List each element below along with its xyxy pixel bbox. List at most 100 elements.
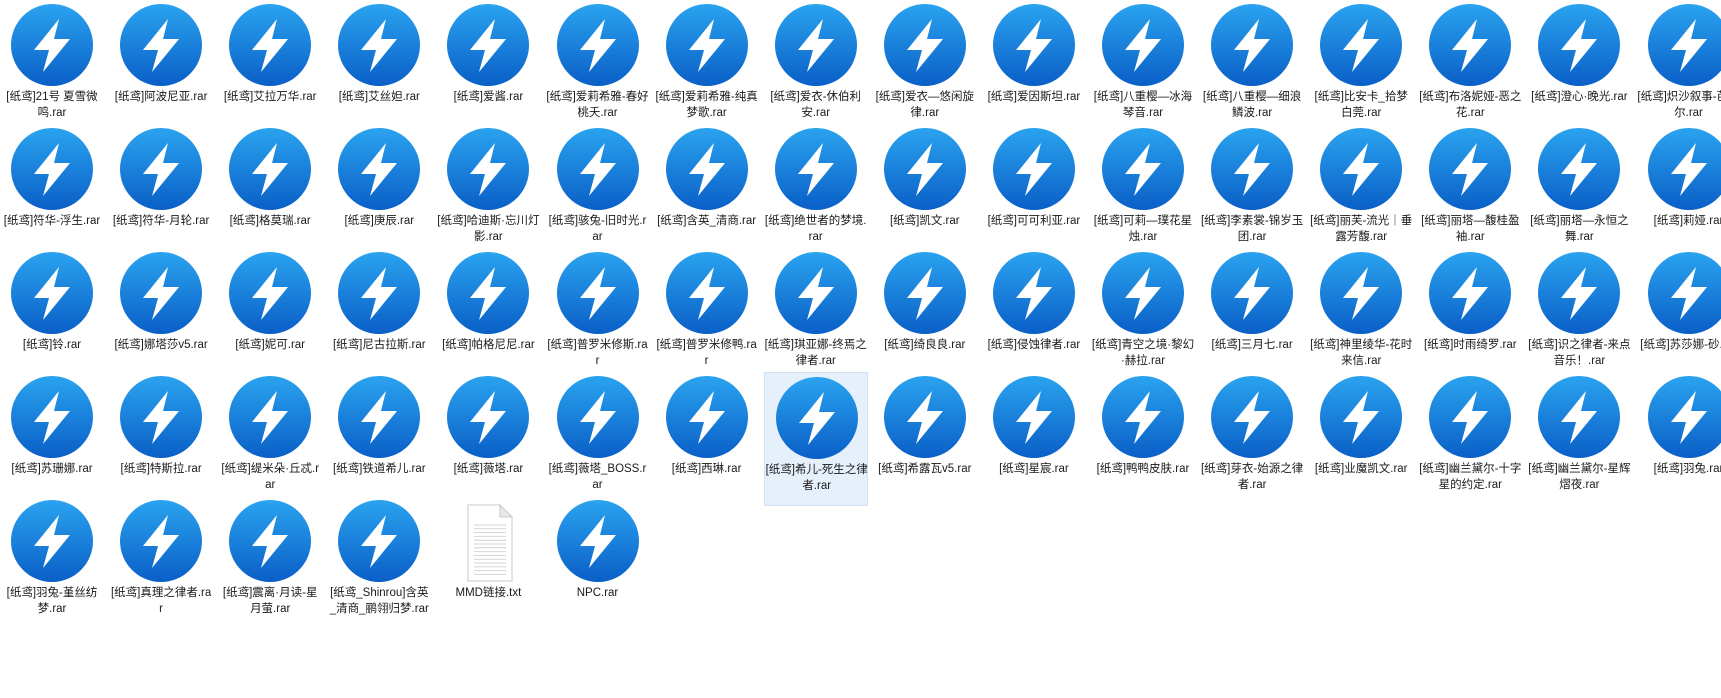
bandizip-archive-icon [1319, 3, 1403, 87]
file-name-label: [纸鸢]妮可.rar [235, 339, 305, 351]
file-name-label: [纸鸢]符华-月轮.rar [112, 215, 210, 227]
bandizip-archive-icon [119, 3, 203, 87]
file-item-rar[interactable]: [纸鸢]铃.rar [0, 248, 104, 382]
file-item-rar[interactable]: [纸鸢]侵蚀律者.rar [982, 248, 1086, 382]
file-item-rar[interactable]: [纸鸢]幽兰黛尔-十字星的约定.rar [1418, 372, 1522, 506]
file-item-rar[interactable]: [纸鸢]青空之境·黎幻·赫拉.rar [1091, 248, 1195, 382]
file-item-rar[interactable]: [纸鸢]澄心·晚光.rar [1527, 0, 1631, 134]
file-item-rar[interactable]: [纸鸢]羽兔.rar [1637, 372, 1721, 506]
bandizip-archive-icon [1537, 375, 1621, 459]
file-item-rar[interactable]: [纸鸢]绝世者的梦境.rar [764, 124, 868, 258]
file-item-rar[interactable]: [纸鸢]妮可.rar [218, 248, 322, 382]
file-item-rar[interactable]: [纸鸢]凯文.rar [873, 124, 977, 258]
file-item-rar[interactable]: [纸鸢]庚辰.rar [327, 124, 431, 258]
file-item-rar[interactable]: [纸鸢]八重樱—细浪鳞波.rar [1200, 0, 1304, 134]
file-name-label: [纸鸢]李素裳-锦岁玉团.rar [1200, 215, 1304, 243]
file-name-label: [纸鸢]侵蚀律者.rar [987, 339, 1081, 351]
file-item-rar[interactable]: [纸鸢]西琳.rar [655, 372, 759, 506]
bandizip-archive-icon [774, 251, 858, 335]
file-item-rar[interactable]: [纸鸢]艾拉万华.rar [218, 0, 322, 134]
file-item-rar[interactable]: [纸鸢]可莉—璞花星烛.rar [1091, 124, 1195, 258]
file-item-rar[interactable]: [纸鸢]爱莉希雅-春好桃夭.rar [546, 0, 650, 134]
file-item-rar[interactable]: NPC.rar [546, 496, 650, 630]
file-name-label: [纸鸢]铃.rar [22, 339, 82, 351]
file-item-rar[interactable]: [纸鸢]可可利亚.rar [982, 124, 1086, 258]
file-item-rar[interactable]: [纸鸢]骇兔-旧时光.rar [546, 124, 650, 258]
file-item-rar[interactable]: [纸鸢]业魔凯文.rar [1309, 372, 1413, 506]
file-item-rar[interactable]: [纸鸢]震离·月读-星月萤.rar [218, 496, 322, 630]
file-item-rar[interactable]: [纸鸢]羽兔-堇丝纺梦.rar [0, 496, 104, 630]
file-item-rar[interactable]: [纸鸢]21号 夏雪微鸣.rar [0, 0, 104, 134]
bandizip-archive-icon [775, 376, 859, 460]
file-item-rar[interactable]: [纸鸢]苏珊娜.rar [0, 372, 104, 506]
file-item-rar[interactable]: [纸鸢]符华-浮生.rar [0, 124, 104, 258]
file-item-rar[interactable]: [纸鸢]苏莎娜-砂.rar [1637, 248, 1721, 382]
file-name-label: [纸鸢]普罗米修鸭.rar [656, 339, 757, 367]
file-item-rar[interactable]: [纸鸢]莉娅.rar [1637, 124, 1721, 258]
file-item-rar[interactable]: [纸鸢]丽塔—馥桂盈袖.rar [1418, 124, 1522, 258]
file-item-rar[interactable]: [纸鸢]爱衣—悠闲旋律.rar [873, 0, 977, 134]
file-item-rar[interactable]: [纸鸢]时雨绮罗.rar [1418, 248, 1522, 382]
file-item-rar[interactable]: [纸鸢]薇塔.rar [436, 372, 540, 506]
file-item-rar[interactable]: [纸鸢]鸭鸭皮肤.rar [1091, 372, 1195, 506]
bandizip-archive-icon [119, 251, 203, 335]
file-item-rar[interactable]: [纸鸢]爱莉希雅-纯真梦歌.rar [655, 0, 759, 134]
bandizip-archive-icon [992, 3, 1076, 87]
file-item-rar[interactable]: [纸鸢]炽沙叙事-芭别尔.rar [1637, 0, 1721, 134]
file-name-label: [纸鸢]爱莉希雅-春好桃夭.rar [546, 91, 649, 119]
bandizip-archive-icon [10, 251, 94, 335]
file-item-rar[interactable]: [纸鸢]希露瓦v5.rar [873, 372, 977, 506]
file-item-rar[interactable]: [纸鸢]帕格尼尼.rar [436, 248, 540, 382]
file-item-rar[interactable]: [纸鸢]普罗米修斯.rar [546, 248, 650, 382]
file-item-rar[interactable]: [纸鸢]星宸.rar [982, 372, 1086, 506]
file-item-rar[interactable]: [纸鸢]丽塔—永恒之舞.rar [1527, 124, 1631, 258]
file-name-label: [纸鸢]布洛妮娅-恶之花.rar [1419, 91, 1522, 119]
file-name-label: [纸鸢]铁道希儿.rar [332, 463, 426, 475]
file-item-rar[interactable]: [纸鸢]琪亚娜-终焉之律者.rar [764, 248, 868, 382]
file-item-rar[interactable]: [纸鸢]真理之律者.rar [109, 496, 213, 630]
file-item-rar[interactable]: [纸鸢]普罗米修鸭.rar [655, 248, 759, 382]
file-item-txt[interactable]: MMD链接.txt [436, 496, 540, 630]
bandizip-archive-icon [446, 127, 530, 211]
file-item-rar[interactable]: [纸鸢]希儿-死生之律者.rar [763, 372, 868, 506]
bandizip-archive-icon [556, 375, 640, 459]
file-item-rar[interactable]: [纸鸢]格莫瑞.rar [218, 124, 322, 258]
file-item-rar[interactable]: [纸鸢]爱酱.rar [436, 0, 540, 134]
file-item-rar[interactable]: [纸鸢]符华-月轮.rar [109, 124, 213, 258]
file-item-rar[interactable]: [纸鸢]娜塔莎v5.rar [109, 248, 213, 382]
file-item-rar[interactable]: [纸鸢]爱因斯坦.rar [982, 0, 1086, 134]
file-item-rar[interactable]: [纸鸢]神里绫华-花时来信.rar [1309, 248, 1413, 382]
file-item-rar[interactable]: [纸鸢]爱衣-休伯利安.rar [764, 0, 868, 134]
file-item-rar[interactable]: [纸鸢]芽衣-始源之律者.rar [1200, 372, 1304, 506]
bandizip-archive-icon [337, 251, 421, 335]
file-item-rar[interactable]: [纸鸢]哈迪斯·忘川灯影.rar [436, 124, 540, 258]
file-item-rar[interactable]: [纸鸢]幽兰黛尔-星辉熠夜.rar [1527, 372, 1631, 506]
file-item-rar[interactable]: [纸鸢]艾丝妲.rar [327, 0, 431, 134]
file-item-rar[interactable]: [纸鸢]含英_清商.rar [655, 124, 759, 258]
bandizip-archive-icon [1210, 251, 1294, 335]
bandizip-archive-icon [883, 375, 967, 459]
file-name-label: [纸鸢_Shinrou]含英_清商_鹂翎归梦.rar [329, 587, 429, 615]
file-item-rar[interactable]: [纸鸢]布洛妮娅-恶之花.rar [1418, 0, 1522, 134]
file-item-rar[interactable]: [纸鸢]识之律者-来点音乐！.rar [1527, 248, 1631, 382]
file-item-rar[interactable]: [纸鸢]李素裳-锦岁玉团.rar [1200, 124, 1304, 258]
bandizip-archive-icon [337, 375, 421, 459]
file-item-rar[interactable]: [纸鸢]丽芙-流光｜垂露芳馥.rar [1309, 124, 1413, 258]
file-item-rar[interactable]: [纸鸢]三月七.rar [1200, 248, 1304, 382]
file-name-label: [纸鸢]神里绫华-花时来信.rar [1310, 339, 1413, 367]
file-item-rar[interactable]: [纸鸢]薇塔_BOSS.rar [546, 372, 650, 506]
file-item-rar[interactable]: [纸鸢]尼古拉斯.rar [327, 248, 431, 382]
file-name-label: MMD链接.txt [455, 587, 522, 599]
file-item-rar[interactable]: [纸鸢]比安卡_拾梦白莞.rar [1309, 0, 1413, 134]
file-name-label: [纸鸢]特斯拉.rar [120, 463, 202, 475]
file-item-rar[interactable]: [纸鸢]缇米朵·丘忒.rar [218, 372, 322, 506]
file-item-rar[interactable]: [纸鸢]八重樱—冰海琴音.rar [1091, 0, 1195, 134]
file-item-rar[interactable]: [纸鸢]绮良良.rar [873, 248, 977, 382]
file-name-label: [纸鸢]缇米朵·丘忒.rar [221, 463, 320, 491]
file-item-rar[interactable]: [纸鸢]阿波尼亚.rar [109, 0, 213, 134]
bandizip-archive-icon [774, 127, 858, 211]
file-item-rar[interactable]: [纸鸢]特斯拉.rar [109, 372, 213, 506]
file-item-rar[interactable]: [纸鸢_Shinrou]含英_清商_鹂翎归梦.rar [327, 496, 431, 630]
file-item-rar[interactable]: [纸鸢]铁道希儿.rar [327, 372, 431, 506]
bandizip-archive-icon [556, 127, 640, 211]
